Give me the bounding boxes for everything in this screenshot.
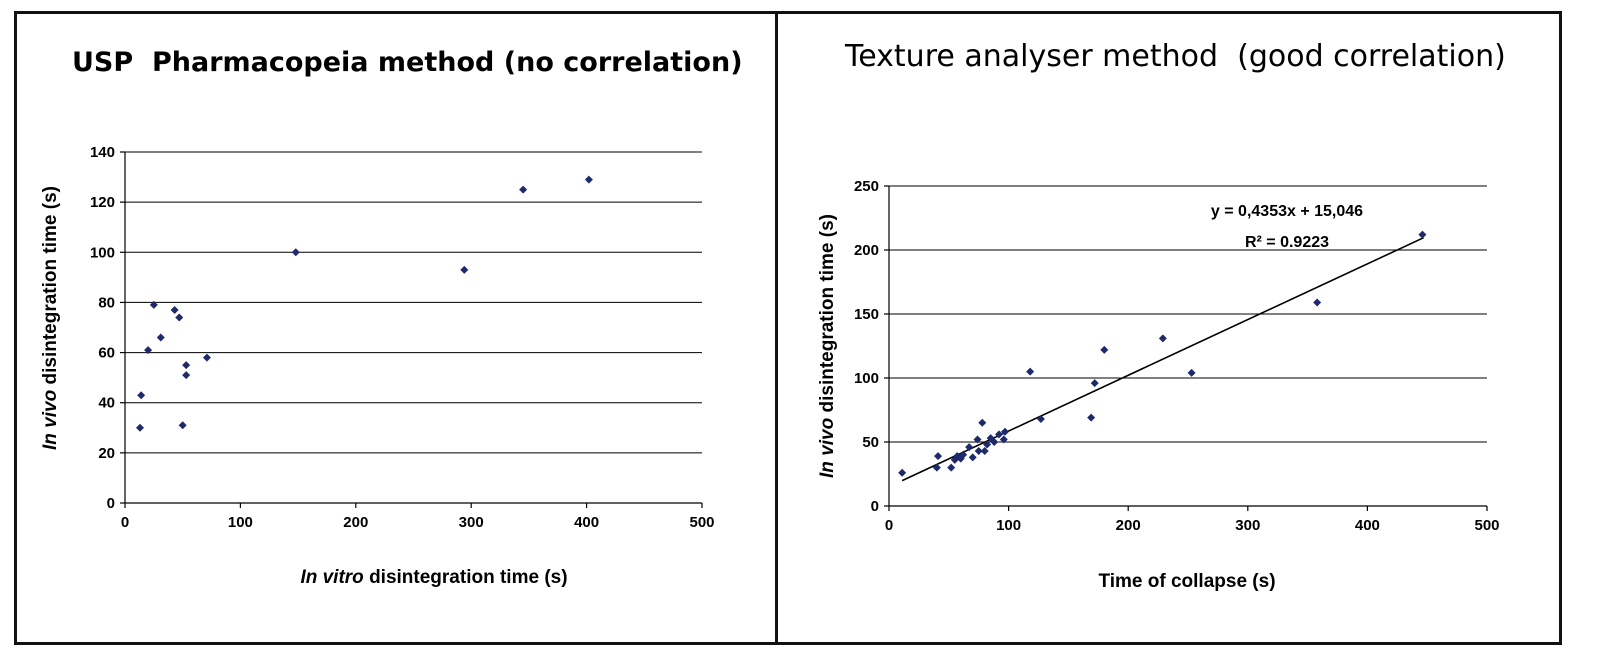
right-chart-title: Texture analyser method (good correlatio…	[844, 39, 1506, 74]
right-tick-labels: 0 50 100 150 200 250 0 100 200 300 400 500	[854, 178, 1500, 534]
left-data-point	[460, 265, 469, 274]
left-data-point	[156, 333, 165, 342]
left-tick-labels: 0 20 40 60 80 100 120 140 0 100 200 300 400 500	[90, 144, 715, 531]
right-gridlines	[888, 185, 1487, 507]
left-data-point	[149, 300, 158, 309]
right-data-point	[959, 450, 968, 459]
right-data-point	[965, 443, 974, 452]
trendline-equation: y = 0,4353x + 15,046	[1211, 203, 1363, 220]
right-data-point	[999, 435, 1008, 444]
left-x-tick-label: 200	[343, 514, 368, 531]
right-y-tick-label: 250	[854, 178, 879, 195]
left-data-point	[291, 248, 300, 257]
left-x-axis-label: In vitro disintegration time (s)	[300, 567, 567, 588]
left-y-tick-label: 20	[98, 445, 115, 462]
left-data-point	[178, 421, 187, 430]
left-y-tick-label: 120	[90, 194, 115, 211]
right-data-point	[995, 430, 1004, 439]
left-x-tick-label: 0	[121, 514, 129, 531]
left-x-axis-label-italic: In vitro	[300, 567, 363, 588]
right-data-point	[1418, 230, 1427, 239]
left-data-points	[136, 175, 593, 432]
right-data-point	[898, 468, 907, 477]
right-y-tick-label: 50	[862, 434, 879, 451]
right-data-point	[947, 463, 956, 472]
left-chart-title: USP Pharmacopeia method (no correlation)	[72, 47, 743, 78]
trendline-r-squared: R² = 0.9223	[1245, 234, 1329, 251]
right-data-point	[1187, 368, 1196, 377]
left-data-point	[144, 346, 153, 355]
right-data-point	[1100, 345, 1109, 354]
left-y-tick-label: 40	[98, 395, 115, 412]
right-data-point	[1001, 427, 1010, 436]
left-y-axis-label: In vivo disintegration time (s)	[40, 186, 61, 450]
right-y-axis-label-italic: In vivo	[817, 418, 838, 478]
right-y-axis-label-rest: disintegration time (s)	[817, 214, 838, 418]
left-x-tick-label: 500	[689, 514, 714, 531]
right-data-point	[1087, 413, 1096, 422]
right-data-point	[932, 463, 941, 472]
right-data-point	[974, 446, 983, 455]
right-data-point	[1026, 367, 1035, 376]
left-y-tick-label: 60	[98, 345, 115, 362]
right-x-axis-label: Time of collapse (s)	[1098, 571, 1275, 592]
right-y-axis-label: In vivo disintegration time (s)	[817, 214, 838, 478]
left-x-tick-label: 300	[459, 514, 484, 531]
right-data-point	[934, 452, 943, 461]
right-x-tick-label: 100	[996, 517, 1021, 534]
right-data-point	[990, 438, 999, 446]
left-y-axis-label-rest: disintegration time (s)	[40, 186, 61, 390]
left-data-point	[136, 423, 145, 432]
left-data-point	[584, 175, 593, 184]
left-x-tick-label: 100	[228, 514, 253, 531]
right-x-tick-label: 300	[1235, 517, 1260, 534]
left-y-tick-label: 80	[98, 294, 115, 311]
right-trendline	[901, 236, 1424, 482]
right-y-tick-label: 0	[871, 498, 879, 515]
left-data-point	[202, 353, 211, 362]
right-y-tick-label: 100	[854, 370, 879, 387]
left-data-point	[182, 361, 191, 370]
left-y-tick-label: 0	[107, 495, 115, 512]
right-data-point	[1158, 334, 1167, 343]
right-data-point	[973, 435, 982, 444]
right-x-tick-label: 500	[1474, 517, 1499, 534]
left-x-tick-label: 400	[574, 514, 599, 531]
left-data-point	[137, 391, 146, 400]
left-y-axis-label-italic: In vivo	[40, 390, 61, 450]
right-data-point	[983, 440, 992, 449]
left-x-axis-label-rest: disintegration time (s)	[364, 567, 568, 588]
right-data-point	[1036, 414, 1045, 423]
right-y-tick-label: 150	[854, 306, 879, 323]
right-data-point	[980, 446, 989, 455]
right-x-tick-label: 200	[1116, 517, 1141, 534]
right-data-point	[1313, 298, 1322, 307]
right-x-tick-label: 400	[1355, 517, 1380, 534]
left-data-point	[182, 371, 191, 380]
right-data-point	[1090, 379, 1099, 388]
right-data-points	[898, 230, 1427, 477]
right-x-tick-label: 0	[885, 517, 893, 534]
outer-frame	[14, 11, 1562, 645]
left-y-tick-label: 140	[90, 144, 115, 161]
left-data-point	[175, 313, 184, 322]
panel-divider	[775, 11, 778, 645]
left-data-point	[519, 185, 528, 194]
right-data-point	[978, 418, 987, 427]
left-gridlines	[124, 151, 702, 504]
right-chart: Texture analyser method (good correlatio…	[817, 39, 1506, 592]
right-data-point	[968, 453, 977, 462]
left-data-point	[170, 305, 179, 314]
left-chart: USP Pharmacopeia method (no correlation)…	[40, 47, 743, 588]
right-y-tick-label: 200	[854, 242, 879, 259]
left-y-tick-label: 100	[90, 244, 115, 261]
